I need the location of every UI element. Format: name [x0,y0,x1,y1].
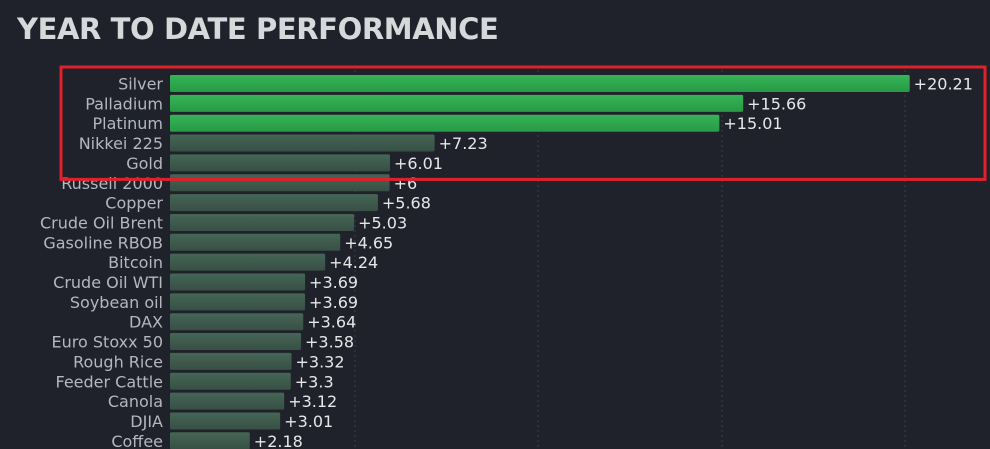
bar-palladium [170,94,744,112]
bar-euro-stoxx-50 [170,333,302,351]
category-label-rough-rice: Rough Rice [73,352,163,371]
category-label-djia: DJIA [130,412,163,431]
bar-crude-oil-brent [170,213,355,231]
value-label-copper: +5.68 [382,194,431,213]
bar-platinum [170,114,720,132]
category-label-silver: Silver [118,75,163,94]
value-label-coffee: +2.18 [254,432,303,449]
bar-nikkei-225 [170,134,435,152]
bar-bitcoin [170,253,326,271]
value-label-dax: +3.64 [307,313,356,332]
value-label-silver: +20.21 [914,75,973,94]
value-label-gold: +6.01 [394,154,443,173]
bar-feeder-cattle [170,372,291,390]
category-label-feeder-cattle: Feeder Cattle [56,372,164,391]
chart-title: YEAR TO DATE PERFORMANCE [17,12,499,46]
value-label-russell-2000: +6 [394,174,418,193]
value-label-gasoline-rbob: +4.65 [344,233,393,252]
category-label-bitcoin: Bitcoin [108,253,163,272]
bar-gold [170,154,390,172]
category-label-gasoline-rbob: Gasoline RBOB [43,233,163,252]
value-label-feeder-cattle: +3.3 [295,372,334,391]
category-label-gold: Gold [126,154,163,173]
category-label-dax: DAX [129,313,163,332]
bar-gasoline-rbob [170,233,341,251]
bar-soybean-oil [170,293,306,311]
bar-canola [170,392,285,410]
bar-silver [170,75,910,92]
value-label-djia: +3.01 [284,412,333,431]
bar-djia [170,412,281,430]
category-label-russell-2000: Russell 2000 [61,174,163,193]
category-label-crude-oil-brent: Crude Oil Brent [40,213,163,232]
category-label-copper: Copper [105,194,163,213]
bar-copper [170,194,378,212]
category-label-nikkei-225: Nikkei 225 [79,134,163,153]
grid-lines [354,70,906,449]
category-label-palladium: Palladium [85,94,163,113]
value-label-crude-oil-brent: +5.03 [358,213,407,232]
bar-crude-oil-wti [170,273,306,291]
category-label-soybean-oil: Soybean oil [70,293,163,312]
category-label-euro-stoxx-50: Euro Stoxx 50 [52,333,163,352]
bar-rough-rice [170,352,292,370]
highlight-box [59,65,987,181]
value-label-nikkei-225: +7.23 [439,134,488,153]
bar-dax [170,313,304,331]
value-label-canola: +3.12 [288,392,337,411]
value-label-crude-oil-wti: +3.69 [309,273,358,292]
value-label-euro-stoxx-50: +3.58 [305,333,354,352]
category-label-coffee: Coffee [111,432,163,449]
value-label-rough-rice: +3.32 [296,352,345,371]
bars [170,75,910,449]
category-label-crude-oil-wti: Crude Oil WTI [53,273,163,292]
value-label-bitcoin: +4.24 [329,253,378,272]
bar-coffee [170,432,250,449]
labels: Silver +20.21 Palladium +15.66 Platinum +15.0… [40,75,973,449]
category-label-canola: Canola [108,392,163,411]
value-label-platinum: +15.01 [723,114,782,133]
bar-russell-2000 [170,174,390,192]
value-label-palladium: +15.66 [747,94,806,113]
category-label-platinum: Platinum [93,114,163,133]
value-label-soybean-oil: +3.69 [309,293,358,312]
